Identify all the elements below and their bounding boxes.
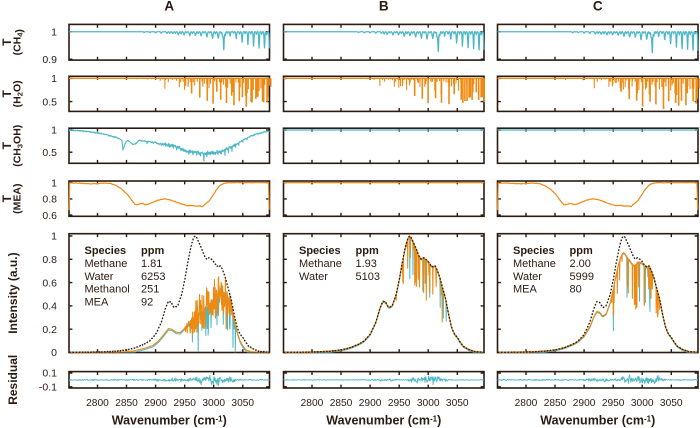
svg-text:3000: 3000 [417,398,440,409]
svg-text:T: T [0,194,14,202]
svg-text:5999: 5999 [570,271,594,283]
svg-text:0.5: 0.5 [42,96,57,108]
svg-text:1: 1 [51,125,57,137]
svg-text:2950: 2950 [602,398,625,409]
svg-text:Methanol: Methanol [85,284,130,296]
svg-text:Water: Water [513,271,542,283]
svg-text:0.8: 0.8 [42,194,57,206]
svg-text:Wavenumber (cm-1): Wavenumber (cm-1) [326,414,441,428]
svg-text:MEA: MEA [85,297,110,309]
svg-text:T: T [0,90,14,98]
svg-text:Water: Water [299,271,328,283]
svg-text:Methane: Methane [85,258,128,270]
svg-text:Wavenumber (cm-1): Wavenumber (cm-1) [540,414,655,428]
svg-text:A: A [164,0,174,14]
svg-text:(H2O): (H2O) [12,80,25,107]
svg-text:1: 1 [51,26,57,38]
svg-text:2900: 2900 [359,398,382,409]
svg-text:1.81: 1.81 [141,258,162,270]
svg-text:MEA: MEA [513,284,538,296]
svg-text:T: T [0,38,14,46]
svg-text:3000: 3000 [631,398,654,409]
svg-text:2800: 2800 [515,398,538,409]
svg-text:-0.1: -0.1 [39,382,57,394]
svg-text:(MEA): (MEA) [12,183,24,213]
svg-text:0.8: 0.8 [42,254,57,266]
svg-text:2850: 2850 [330,398,353,409]
svg-text:0.5: 0.5 [42,147,57,159]
svg-text:B: B [379,0,389,14]
svg-text:3050: 3050 [660,398,683,409]
svg-text:6253: 6253 [141,271,165,283]
svg-text:(CH3OH): (CH3OH) [12,125,25,167]
svg-text:2850: 2850 [115,398,138,409]
svg-text:92: 92 [141,297,153,309]
svg-text:C: C [593,0,603,14]
svg-text:0.4: 0.4 [42,301,57,313]
svg-text:2850: 2850 [544,398,567,409]
svg-text:2950: 2950 [173,398,196,409]
svg-text:1: 1 [51,231,57,243]
svg-text:ppm: ppm [356,245,379,257]
svg-text:5103: 5103 [356,271,380,283]
svg-text:2800: 2800 [86,398,109,409]
svg-text:3050: 3050 [446,398,469,409]
svg-text:0.2: 0.2 [42,324,57,336]
svg-text:1.93: 1.93 [356,258,377,270]
svg-text:Methane: Methane [513,258,556,270]
svg-text:251: 251 [141,284,159,296]
svg-text:0.1: 0.1 [42,368,57,380]
svg-text:0: 0 [51,347,57,359]
svg-text:Species: Species [299,245,341,257]
svg-text:Species: Species [513,245,555,257]
svg-text:Species: Species [85,245,127,257]
svg-text:0.6: 0.6 [42,210,57,222]
svg-text:Methane: Methane [299,258,342,270]
svg-text:ppm: ppm [570,245,593,257]
svg-text:1: 1 [51,177,57,189]
svg-text:ppm: ppm [141,245,164,257]
svg-text:3050: 3050 [231,398,254,409]
svg-text:2.00: 2.00 [570,258,591,270]
svg-text:2900: 2900 [573,398,596,409]
svg-text:(CH4): (CH4) [12,29,26,55]
svg-text:Wavenumber (cm-1): Wavenumber (cm-1) [112,414,227,428]
svg-text:2900: 2900 [144,398,167,409]
svg-text:80: 80 [570,284,582,296]
svg-text:0.9: 0.9 [42,54,57,66]
svg-text:2800: 2800 [301,398,324,409]
svg-text:Intensity (a.u.): Intensity (a.u.) [6,252,20,333]
svg-text:1: 1 [51,73,57,85]
svg-text:2950: 2950 [388,398,411,409]
svg-text:Water: Water [85,271,114,283]
svg-text:3000: 3000 [202,398,225,409]
svg-text:Residual: Residual [6,355,20,405]
svg-text:0.6: 0.6 [42,277,57,289]
svg-text:T: T [0,141,14,149]
